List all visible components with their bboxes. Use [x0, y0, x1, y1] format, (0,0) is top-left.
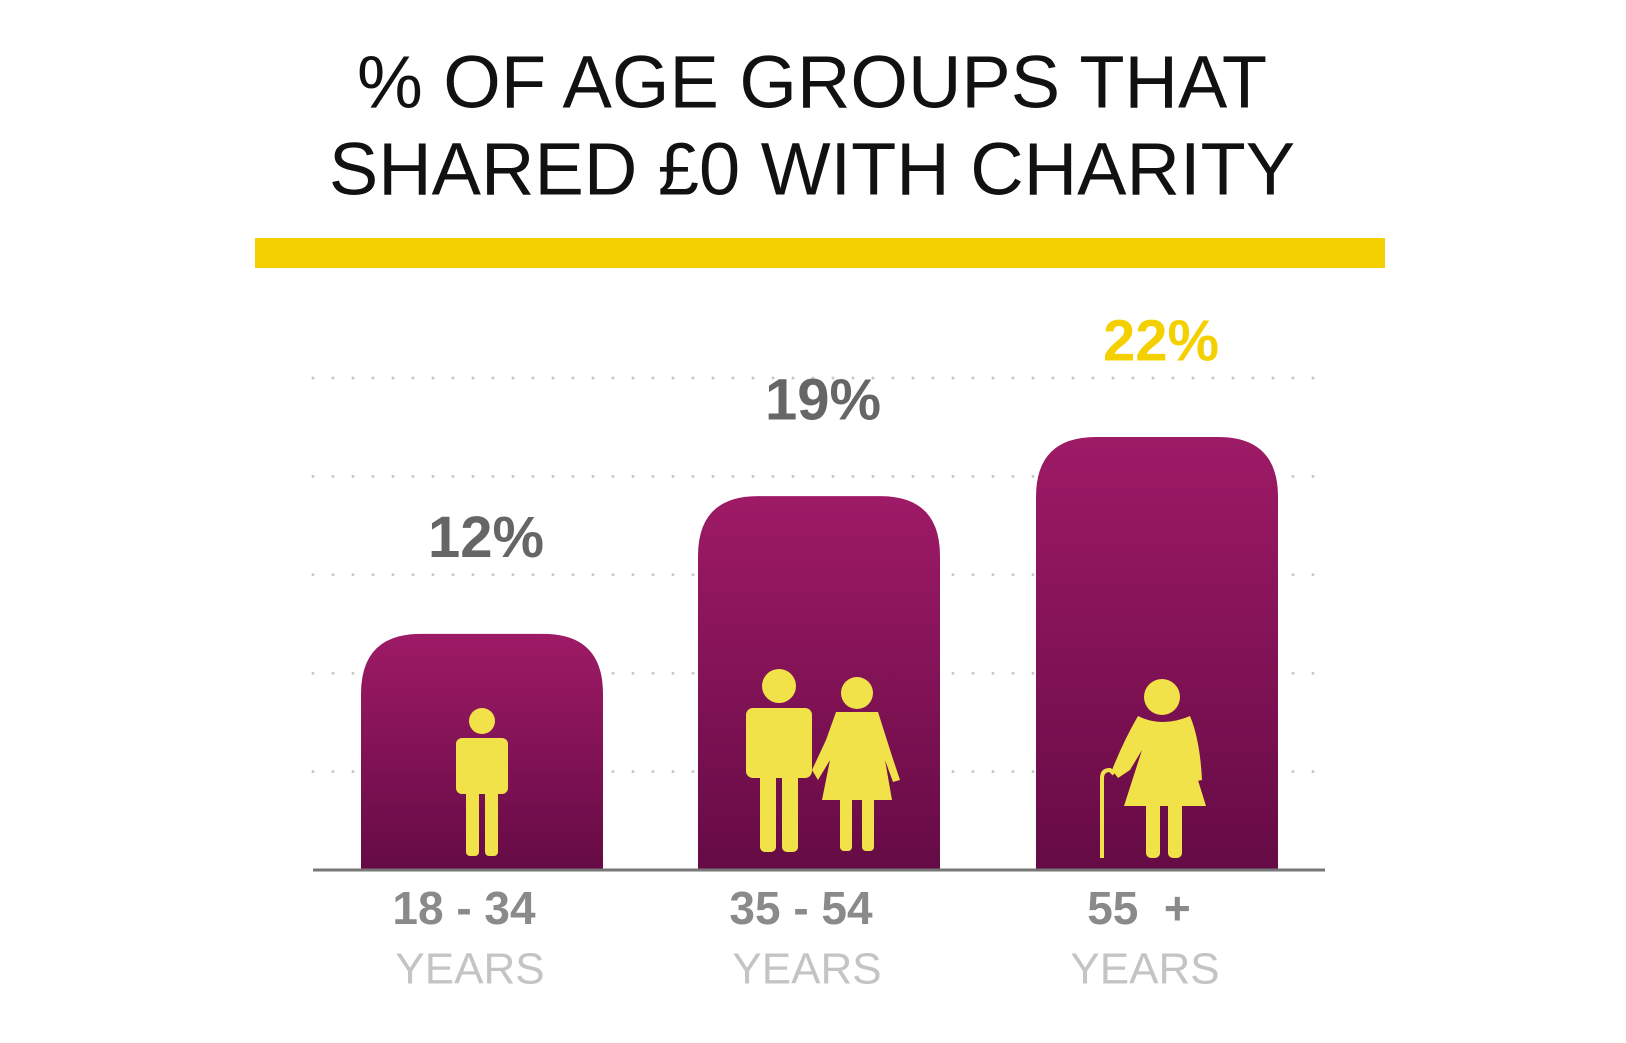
bar [1036, 437, 1278, 870]
value-label: 22% [1103, 308, 1219, 373]
title-underline [255, 238, 1385, 268]
x-tick-sublabel: YEARS [1070, 945, 1219, 994]
icons [456, 669, 1206, 858]
x-tick-sublabel: YEARS [395, 945, 544, 994]
value-label: 19% [765, 367, 881, 432]
value-label: 12% [428, 505, 544, 570]
chart-title: % OF AGE GROUPS THAT [357, 41, 1267, 124]
x-tick-label: 55 + [1087, 882, 1191, 934]
x-tick-label: 18 - 34 [392, 882, 536, 934]
bar [698, 496, 940, 870]
chart-title: SHARED £0 WITH CHARITY [329, 128, 1295, 211]
x-tick-label: 35 - 54 [729, 882, 873, 934]
x-tick-sublabel: YEARS [732, 945, 881, 994]
